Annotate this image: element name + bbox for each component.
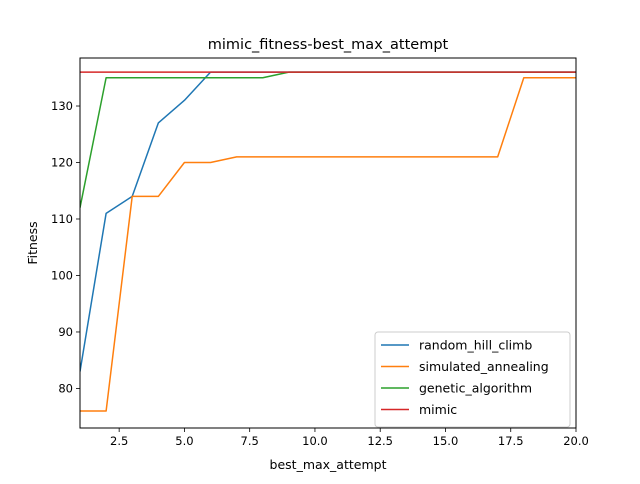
chart-title: mimic_fitness-best_max_attempt xyxy=(208,37,449,53)
y-tick-label: 130 xyxy=(51,99,73,113)
x-tick-label: 20.0 xyxy=(563,434,589,448)
series-layer xyxy=(80,71,576,412)
x-tick-label: 10.0 xyxy=(302,434,328,448)
x-tick-label: 5.0 xyxy=(175,434,193,448)
legend-box xyxy=(374,331,571,428)
y-tick-label: 100 xyxy=(51,268,73,282)
legend-label-mimic: mimic xyxy=(419,402,457,417)
plot-frame xyxy=(79,57,577,429)
x-tick-label: 2.5 xyxy=(110,434,128,448)
y-tick-label: 120 xyxy=(51,156,73,170)
x-tick-label: 17.5 xyxy=(498,434,524,448)
legend: random_hill_climb simulated_annealinggene… xyxy=(374,331,571,428)
y-tick-label: 90 xyxy=(58,325,73,339)
y-tick-label: 80 xyxy=(58,381,73,395)
series-line-simulated-annealing xyxy=(80,77,576,412)
y-axis: 80 90 100 110 120 130 xyxy=(51,99,80,395)
x-axis-label: best_max_attempt xyxy=(270,457,387,472)
x-tick-label: 15.0 xyxy=(433,434,459,448)
x-axis: 2.5 5.0 7.5 10.0 12.5 15.0 17.5 20.0 xyxy=(110,428,589,448)
y-tick-label: 110 xyxy=(51,212,73,226)
legend-label-genetic-algorithm: genetic_algorithm xyxy=(419,381,532,396)
y-axis-label: Fitness xyxy=(25,221,40,264)
x-tick-label: 7.5 xyxy=(241,434,259,448)
x-tick-label: 12.5 xyxy=(367,434,393,448)
legend-label-random-hill-climb: random_hill_climb xyxy=(419,338,532,353)
legend-label-simulated-annealing: simulated_annealing xyxy=(419,359,549,374)
